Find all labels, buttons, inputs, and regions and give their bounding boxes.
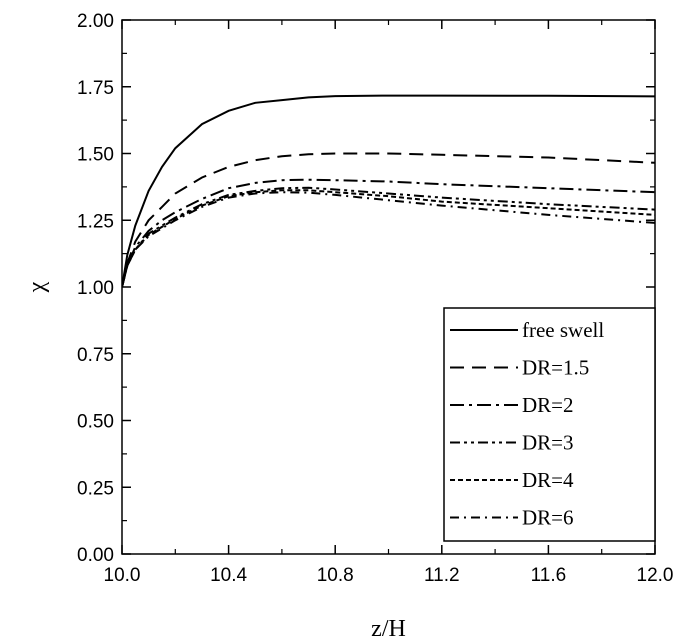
y-tick-label: 1.75 <box>77 78 114 99</box>
y-tick-label: 1.50 <box>77 145 114 166</box>
y-axis-title: χ <box>24 281 50 293</box>
series-line-1 <box>122 94 655 288</box>
legend-label: DR=4 <box>522 468 574 492</box>
legend-label: DR=6 <box>522 506 574 530</box>
legend: free swell DR=1.5 DR=2 DR=3 DR=4 DR=6 <box>443 307 656 542</box>
x-tick-label: 11.2 <box>424 565 460 586</box>
x-tick-label: 10.4 <box>210 565 247 586</box>
legend-label: DR=1.5 <box>522 356 589 380</box>
x-tick-label: 10.8 <box>317 565 354 586</box>
x-tick-label: 12.0 <box>637 565 674 586</box>
series-line-2 <box>122 152 655 288</box>
legend-box <box>443 307 656 542</box>
y-tick-label: 0.50 <box>77 412 114 433</box>
series-line-6 <box>122 191 655 288</box>
x-axis-title: z/H <box>371 616 406 642</box>
y-tick-label: 1.25 <box>77 211 114 232</box>
y-tick-label: 0.00 <box>77 545 114 566</box>
axes: 10.0 10.4 10.8 11.2 11.6 12.0 0.00 0.25 0.50 0.75… <box>24 11 673 642</box>
series-group <box>122 94 655 288</box>
legend-label: free swell <box>522 318 604 342</box>
x-tick-label: 11.6 <box>531 565 567 586</box>
legend-label: DR=3 <box>522 431 574 455</box>
y-tick-label: 1.00 <box>77 278 114 299</box>
y-tick-label: 0.25 <box>77 478 114 499</box>
series-line-4 <box>122 186 655 288</box>
y-tick-label: 0.75 <box>77 345 114 366</box>
y-tick-label: 2.00 <box>77 11 114 32</box>
legend-label: DR=2 <box>522 393 574 417</box>
series-line-3 <box>122 178 655 288</box>
x-tick-label: 10.0 <box>104 565 141 586</box>
